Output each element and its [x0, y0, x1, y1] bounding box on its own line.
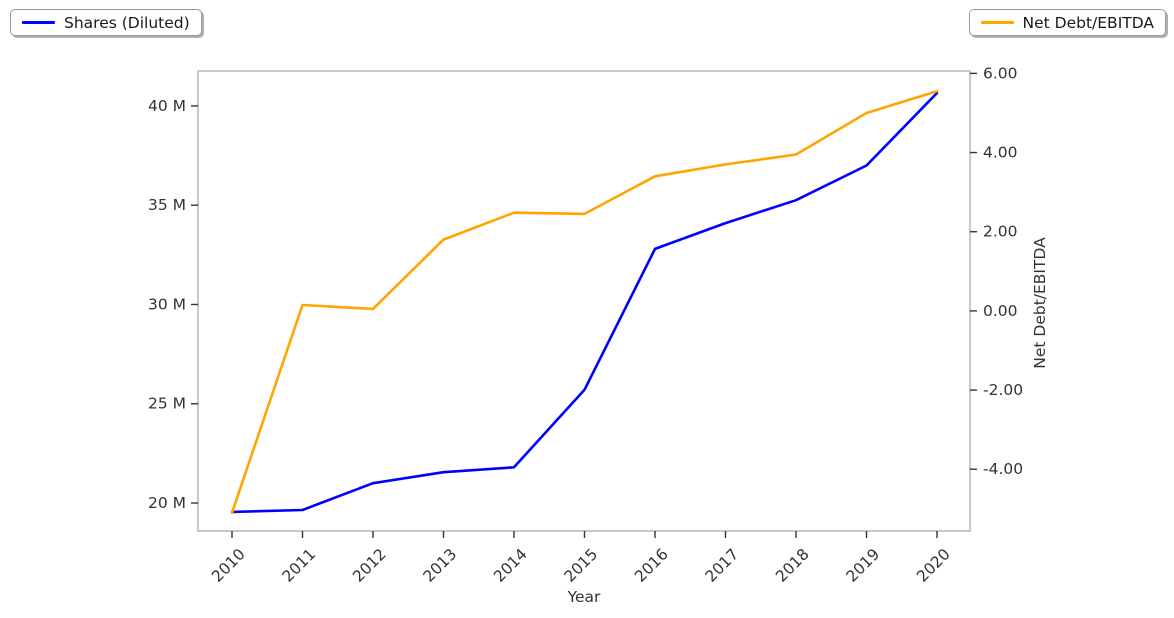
x-axis-tick-label: 2020 [913, 545, 954, 586]
right-axis-tick-label: 6.00 [983, 64, 1018, 82]
x-axis-tick-label: 2019 [843, 545, 884, 586]
x-axis-tick-label: 2014 [490, 545, 531, 586]
x-axis-tick-label: 2010 [208, 545, 249, 586]
shares-line-sample [22, 21, 55, 24]
x-axis-tick-label: 2013 [420, 545, 461, 586]
left-axis-tick-label: 35 M [148, 196, 186, 214]
legend-shares-label: Shares (Diluted) [64, 13, 190, 32]
right-axis-tick-label: 2.00 [983, 223, 1018, 241]
right-axis-tick-label: -2.00 [983, 381, 1023, 399]
right-axis-tick-label: 0.00 [983, 302, 1018, 320]
x-axis-tick-label: 2015 [561, 545, 602, 586]
x-axis-tick-label: 2017 [702, 545, 743, 586]
x-axis-title: Year [567, 588, 601, 606]
legend-netdebt: Net Debt/EBITDA [968, 9, 1166, 36]
series-line-netdebt [230, 89, 939, 515]
legend-shares: Shares (Diluted) [10, 9, 202, 36]
right-axis-title: Net Debt/EBITDA [1031, 237, 1049, 369]
x-axis-tick-label: 2011 [279, 545, 320, 586]
right-axis-tick-label: 4.00 [983, 144, 1018, 162]
left-axis-tick-label: 40 M [148, 97, 186, 115]
left-axis-tick-label: 20 M [148, 494, 186, 512]
left-axis-tick-label: 25 M [148, 395, 186, 413]
right-axis-tick-label: -4.00 [983, 460, 1023, 478]
left-axis-tick-label: 30 M [148, 295, 186, 313]
legend-netdebt-label: Net Debt/EBITDA [1022, 13, 1154, 32]
netdebt-line-sample [980, 21, 1014, 24]
x-axis-tick-label: 2016 [631, 545, 672, 586]
series-line-shares [230, 91, 939, 514]
x-axis-tick-label: 2012 [349, 545, 390, 586]
x-axis-tick-label: 2018 [772, 545, 813, 586]
plot-border [197, 70, 971, 532]
